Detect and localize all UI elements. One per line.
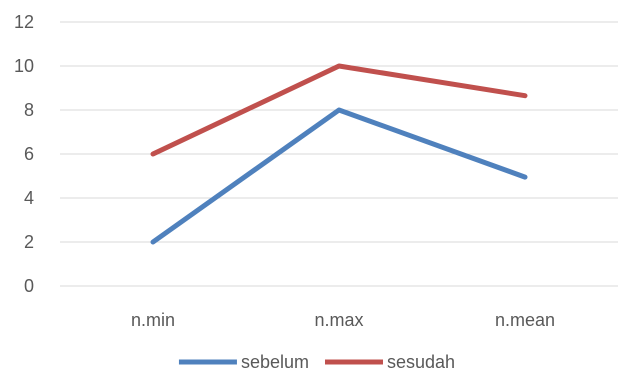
y-tick-label: 0 bbox=[24, 276, 34, 296]
y-tick-label: 8 bbox=[24, 100, 34, 120]
y-tick-label: 10 bbox=[14, 56, 34, 76]
legend: sebelum sesudah bbox=[178, 352, 455, 372]
series-line-sesudah bbox=[150, 63, 528, 157]
x-tick-label: n.min bbox=[131, 310, 175, 330]
legend-label-sesudah: sesudah bbox=[387, 352, 455, 372]
series-line-sebelum bbox=[150, 107, 528, 245]
x-axis-ticks: n.min n.max n.mean bbox=[131, 310, 555, 330]
x-tick-label: n.max bbox=[314, 310, 363, 330]
legend-label-sebelum: sebelum bbox=[241, 352, 309, 372]
series-lines bbox=[150, 63, 528, 245]
y-axis-ticks: 0 2 4 6 8 10 12 bbox=[14, 12, 34, 296]
y-tick-label: 4 bbox=[24, 188, 34, 208]
y-tick-label: 12 bbox=[14, 12, 34, 32]
y-tick-label: 2 bbox=[24, 232, 34, 252]
x-tick-label: n.mean bbox=[495, 310, 555, 330]
gridlines bbox=[60, 21, 618, 287]
y-tick-label: 6 bbox=[24, 144, 34, 164]
